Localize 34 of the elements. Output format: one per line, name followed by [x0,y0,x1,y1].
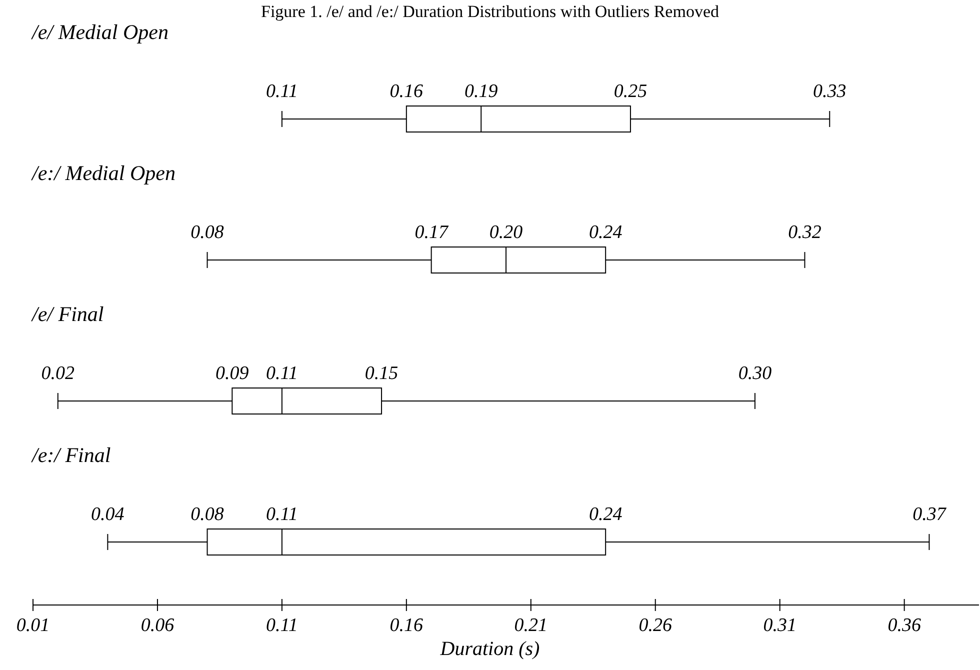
y-tick-label: /e/ Medial Open [31,20,168,44]
text: 0.32 [788,222,822,243]
text: 0.16 [390,81,424,102]
text: 0.02 [41,363,75,384]
x-tick-label: 0.36 [888,615,922,636]
text: 0.30 [738,363,772,384]
text: 0.08 [190,504,224,525]
text: 0.08 [190,222,224,243]
x-tick-label: 0.21 [514,615,548,636]
text: 0.09 [216,363,249,384]
y-tick-label: /e:/ Medial Open [31,161,176,185]
x-tick-label: 0.26 [638,615,672,636]
text: 0.24 [588,504,622,525]
chart-title: Figure 1. /e/ and /e:/ Duration Distributions with Outliers Removed [261,2,720,21]
text: 0.11 [266,504,298,525]
text: 0.33 [813,81,846,102]
text: 0.37 [912,504,946,525]
y-tick-label: /e/ Final [31,302,104,326]
x-tick-label: 0.16 [390,615,424,636]
x-axis-title: Duration (s) [439,638,540,660]
y-tick-label: /e:/ Final [31,443,111,467]
text: 0.25 [614,81,648,102]
text: 0.15 [364,363,398,384]
x-tick-label: 0.11 [266,615,298,636]
x-tick-label: 0.06 [140,615,175,636]
text: 0.11 [266,363,298,384]
text: 0.17 [414,222,448,243]
text: 0.20 [489,222,523,243]
x-tick-label: 0.31 [763,615,796,636]
text: 0.19 [464,81,498,102]
text: 0.11 [266,81,298,102]
text: 0.04 [91,504,124,525]
text: 0.24 [588,222,622,243]
x-tick-label: 0.01 [16,615,50,636]
